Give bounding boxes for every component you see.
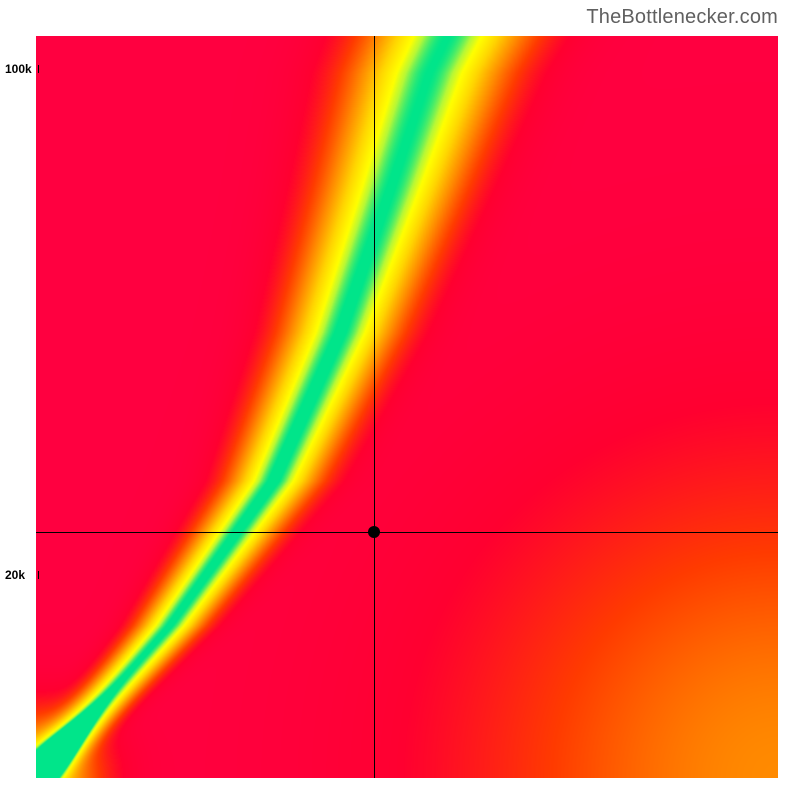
y-tick-label: 20k [5,568,25,582]
y-tick-mark [38,65,39,73]
heatmap-canvas [36,36,778,778]
y-tick-mark [38,571,39,579]
watermark-text: TheBottlenecker.com [586,6,778,29]
plot-area: 20k 100k [36,36,778,778]
y-tick-label: 100k [5,62,32,76]
